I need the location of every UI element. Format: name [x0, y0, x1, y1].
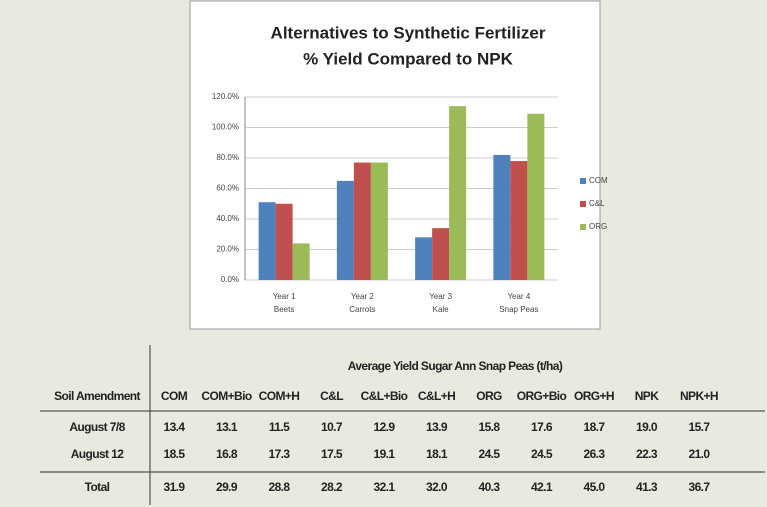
bar	[415, 237, 433, 280]
table-cell: 18.7	[584, 420, 606, 434]
x-tick-label: Snap Peas	[499, 305, 538, 314]
table-title: Average Yield Sugar Ann Snap Peas (t/ha)	[348, 359, 563, 373]
y-tick-label: 100.0%	[212, 123, 239, 132]
table-cell: 18.1	[426, 447, 448, 461]
table-cell: 11.5	[269, 420, 290, 434]
bar	[258, 202, 276, 280]
table-cell: 41.3	[636, 480, 658, 494]
table-cell: 19.1	[374, 447, 396, 461]
column-header: C&L	[320, 389, 343, 403]
column-header: ORG+Bio	[517, 389, 567, 403]
y-tick-label: 60.0%	[216, 184, 239, 193]
table-cell: 22.3	[636, 447, 658, 461]
table-cell: 16.8	[216, 447, 238, 461]
bar	[275, 203, 293, 280]
y-tick-label: 120.0%	[212, 92, 239, 101]
column-header: ORG+H	[574, 389, 614, 403]
table-cell: 21.0	[689, 447, 711, 461]
column-header: COM+H	[259, 389, 300, 403]
legend-swatch	[580, 178, 586, 184]
column-header: COM+Bio	[201, 389, 251, 403]
x-tick-label: Kale	[433, 305, 450, 314]
table-cell: 40.3	[479, 480, 501, 494]
table-cell: 24.5	[531, 447, 553, 461]
x-tick-label: Year 1	[273, 292, 296, 301]
bar	[527, 113, 545, 281]
table-cell: 13.1	[216, 420, 238, 434]
table-cell: 19.0	[636, 420, 658, 434]
bar	[493, 154, 511, 280]
legend-label: ORG	[589, 222, 607, 231]
bar	[449, 106, 467, 281]
x-tick-label: Carrots	[349, 305, 375, 314]
table-cell: 31.9	[164, 480, 186, 494]
column-header: C&L+H	[418, 389, 455, 403]
y-tick-label: 0.0%	[221, 275, 239, 284]
column-header: COM	[161, 389, 188, 403]
row-label: August 7/8	[69, 420, 125, 434]
table-cell: 32.0	[426, 480, 448, 494]
x-tick-label: Year 2	[351, 292, 374, 301]
table-cell: 45.0	[584, 480, 606, 494]
table-cell: 17.3	[269, 447, 291, 461]
bar	[432, 228, 450, 280]
table-cell: 17.6	[531, 420, 553, 434]
legend-label: C&L	[589, 199, 605, 208]
chart-title: % Yield Compared to NPK	[303, 49, 513, 68]
table-cell: 17.5	[321, 447, 343, 461]
table-cell: 42.1	[531, 480, 553, 494]
row-label: Total	[85, 480, 110, 494]
table-cell: 12.9	[374, 420, 396, 434]
column-header: C&L+Bio	[361, 389, 408, 403]
table-cell: 29.9	[216, 480, 238, 494]
chart-title: Alternatives to Synthetic Fertilizer	[271, 23, 546, 42]
table-cell: 36.7	[689, 480, 711, 494]
column-header: NPK+H	[680, 389, 718, 403]
x-tick-label: Year 3	[429, 292, 452, 301]
x-tick-label: Beets	[274, 305, 294, 314]
y-tick-label: 80.0%	[216, 153, 239, 162]
x-tick-label: Year 4	[507, 292, 530, 301]
bar	[510, 161, 528, 280]
y-tick-label: 20.0%	[216, 245, 239, 254]
table-cell: 15.7	[689, 420, 711, 434]
bar	[370, 162, 388, 280]
table-cell: 18.5	[164, 447, 186, 461]
table-cell: 28.2	[321, 480, 343, 494]
table-cell: 28.8	[269, 480, 291, 494]
bar	[353, 162, 371, 280]
table-cell: 26.3	[584, 447, 606, 461]
column-header: NPK	[635, 389, 659, 403]
bar	[336, 180, 354, 280]
legend-label: COM	[589, 176, 608, 185]
table-cell: 10.7	[321, 420, 343, 434]
row-label: August 12	[71, 447, 125, 461]
legend-swatch	[580, 224, 586, 230]
bar	[292, 243, 310, 280]
column-header: ORG	[476, 389, 502, 403]
table-cell: 13.4	[164, 420, 186, 434]
table-cell: 32.1	[374, 480, 396, 494]
table-cell: 13.9	[426, 420, 448, 434]
table-cell: 24.5	[479, 447, 501, 461]
table-cell: 15.8	[479, 420, 501, 434]
y-tick-label: 40.0%	[216, 214, 239, 223]
column-header: Soil Amendment	[54, 389, 140, 403]
legend-swatch	[580, 201, 586, 207]
